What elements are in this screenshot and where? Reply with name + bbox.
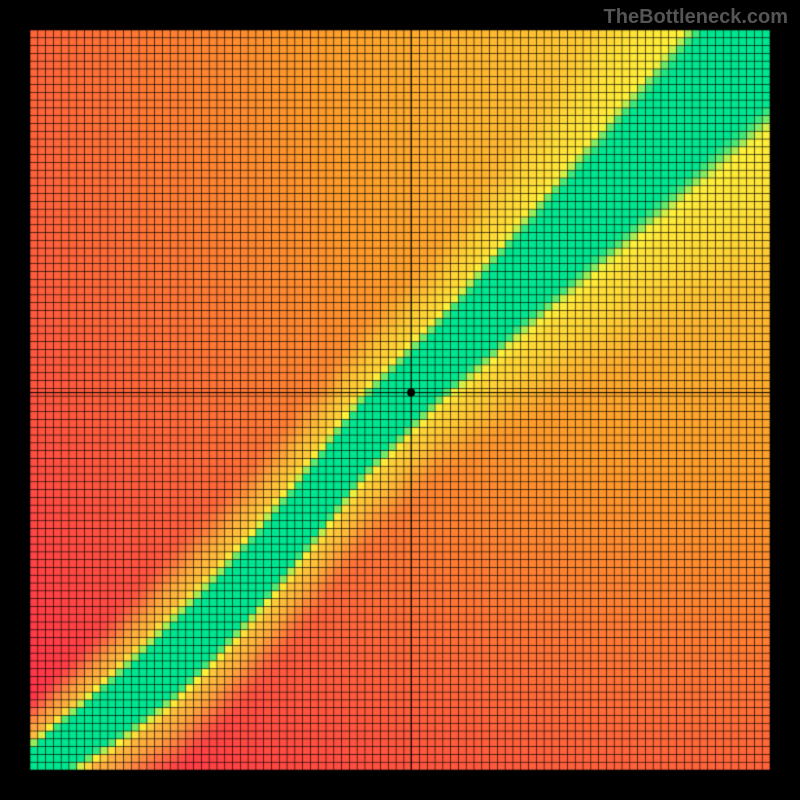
heatmap-canvas	[0, 0, 800, 800]
watermark-text: TheBottleneck.com	[604, 6, 788, 29]
